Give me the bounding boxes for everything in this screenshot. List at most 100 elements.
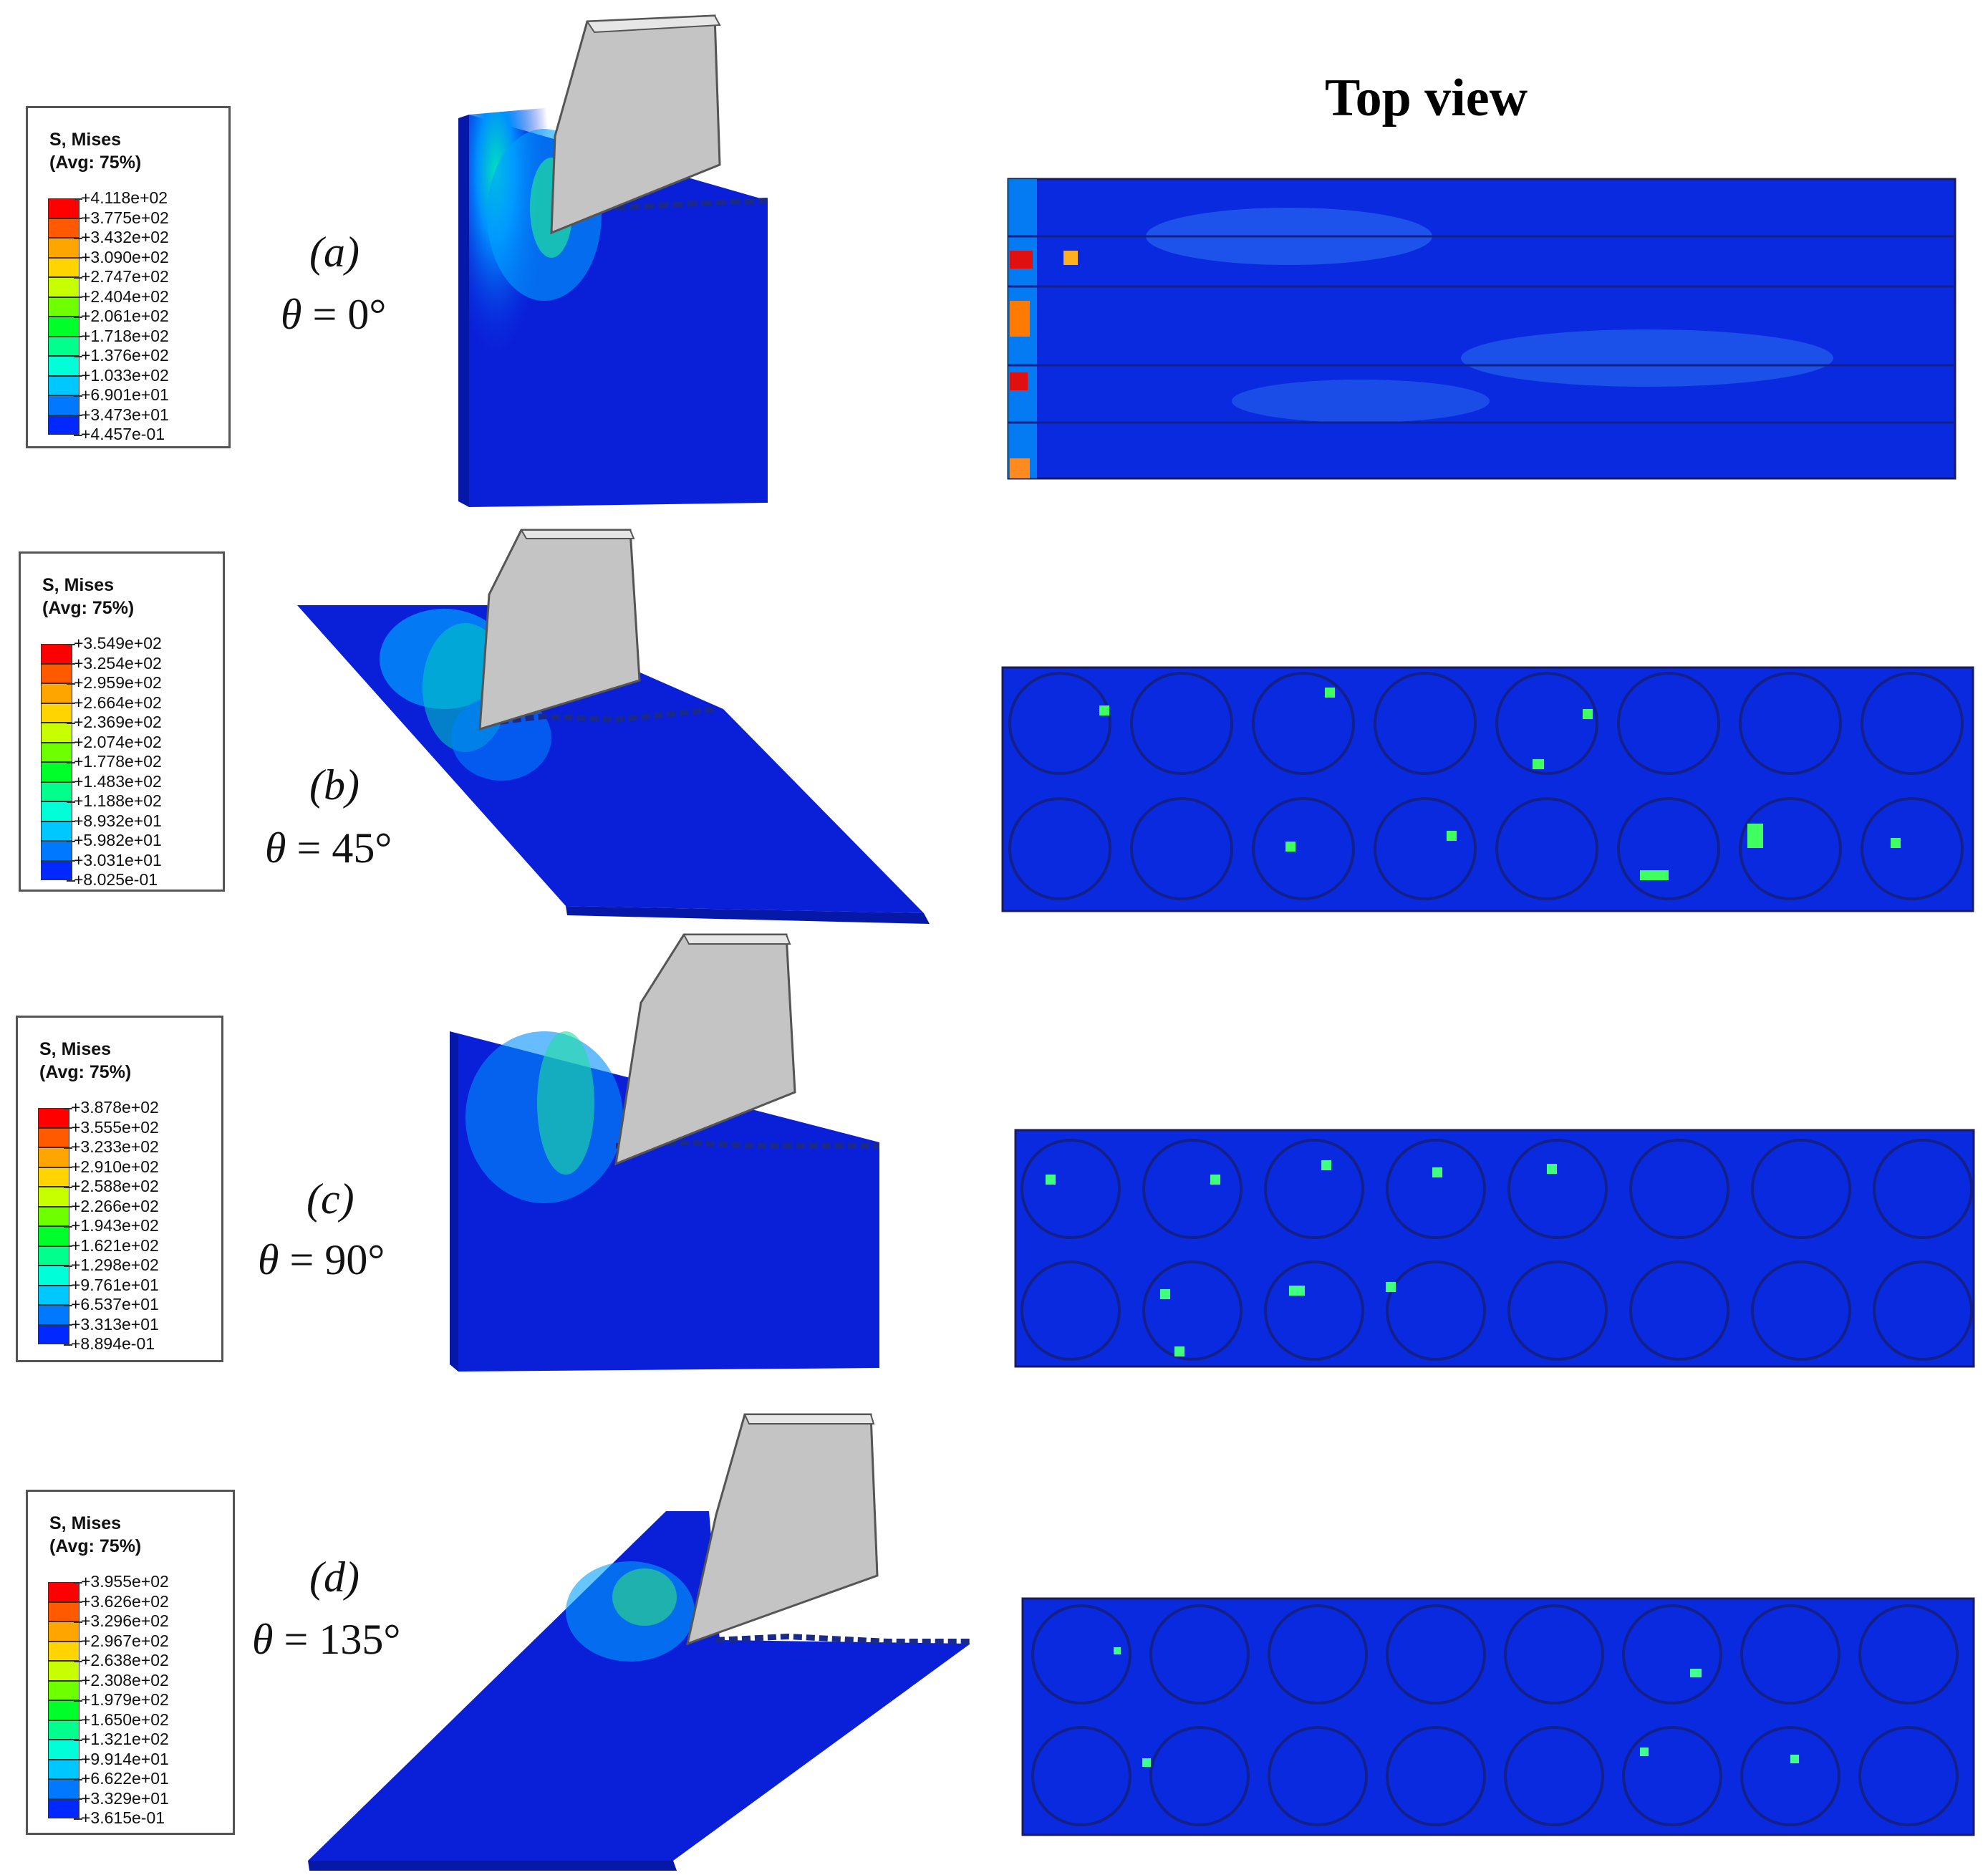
legend-tick-label: +2.967e+02 bbox=[74, 1631, 169, 1650]
angle-label-c: θ = 90° bbox=[258, 1235, 385, 1285]
legend-swatch bbox=[41, 742, 72, 762]
legend-tick-label: +6.901e+01 bbox=[74, 385, 169, 404]
legend-tick-label: +1.621e+02 bbox=[64, 1235, 159, 1255]
legend-tick-label: +1.778e+02 bbox=[67, 752, 162, 771]
legend-swatch bbox=[41, 762, 72, 782]
legend-tick-label: +2.308e+02 bbox=[74, 1670, 169, 1690]
legend-swatch bbox=[48, 1700, 79, 1720]
workpiece-c bbox=[450, 1031, 879, 1372]
legend-tick-label: +3.549e+02 bbox=[67, 634, 162, 652]
legend-tick-label: +3.555e+02 bbox=[64, 1117, 159, 1137]
legend-swatch bbox=[48, 317, 79, 337]
case-label-a: (a) bbox=[309, 228, 360, 276]
legend-tick-label: +4.457e-01 bbox=[73, 425, 165, 443]
theta-symbol: θ bbox=[265, 824, 286, 872]
legend-tick-label: +6.622e+01 bbox=[74, 1769, 169, 1788]
legend-swatch bbox=[41, 781, 72, 801]
legend-tick-label: +3.878e+02 bbox=[64, 1098, 159, 1117]
legend-tick-label: +1.376e+02 bbox=[74, 346, 169, 365]
cutting-tool-d bbox=[685, 1413, 879, 1646]
legend-tick-label: +1.718e+02 bbox=[74, 326, 169, 345]
legend-tick-label: +3.473e+01 bbox=[74, 405, 169, 424]
top-view-title: Top view bbox=[1325, 69, 1528, 127]
case-label-d: (d) bbox=[309, 1553, 360, 1601]
legend-tick-label: +3.090e+02 bbox=[74, 247, 169, 266]
angle-value: = 0° bbox=[301, 291, 387, 338]
legend-tick-label: +3.031e+01 bbox=[67, 850, 162, 869]
legend-avg: (Avg: 75%) bbox=[49, 1536, 142, 1556]
legend-tick-label: +9.914e+01 bbox=[74, 1749, 169, 1768]
legend-swatch bbox=[38, 1226, 69, 1246]
legend-avg: (Avg: 75%) bbox=[49, 153, 142, 173]
legend-swatch bbox=[38, 1147, 69, 1167]
legend-tick-label: +2.910e+02 bbox=[64, 1157, 159, 1176]
legend-tick-label: +2.266e+02 bbox=[64, 1196, 159, 1215]
legend-tick-label: +1.321e+02 bbox=[74, 1730, 169, 1748]
legend-swatch bbox=[48, 238, 79, 258]
angle-value: = 135° bbox=[273, 1616, 401, 1663]
legend-swatch bbox=[38, 1245, 69, 1266]
legend-tick-label: +1.650e+02 bbox=[74, 1710, 169, 1729]
angle-label-d: θ = 135° bbox=[252, 1615, 400, 1664]
legend-tick-label: +9.761e+01 bbox=[64, 1275, 159, 1294]
legend-swatch bbox=[48, 1621, 79, 1642]
legend-tick-label: +1.033e+02 bbox=[74, 365, 169, 385]
legend-title: S, Mises bbox=[42, 575, 115, 595]
legend-tick-label: +8.932e+01 bbox=[67, 811, 162, 830]
legend-tick-label: +1.298e+02 bbox=[64, 1255, 159, 1274]
legend-swatch bbox=[38, 1206, 69, 1226]
legend-tick-label: +3.626e+02 bbox=[74, 1591, 169, 1611]
legend-avg: (Avg: 75%) bbox=[39, 1062, 132, 1082]
top-view-c bbox=[1014, 1129, 1975, 1368]
legend-swatch bbox=[38, 1285, 69, 1305]
angle-label-a: θ = 0° bbox=[281, 290, 386, 339]
angle-value: = 45° bbox=[286, 824, 392, 872]
legend-tick-label: +1.188e+02 bbox=[67, 791, 162, 810]
legend-tick-label: +1.979e+02 bbox=[74, 1690, 169, 1709]
cutting-tool-a bbox=[550, 14, 721, 235]
legend-swatch bbox=[48, 1582, 79, 1602]
legend-ramp: +4.118e+02 +3.775e+02 +3.432e+02 +3.090e+02… bbox=[28, 108, 228, 446]
legend-tick-label: +3.313e+01 bbox=[64, 1314, 159, 1334]
legend-swatch bbox=[38, 1108, 69, 1128]
theta-symbol: θ bbox=[258, 1236, 279, 1283]
legend-tick-label: +4.118e+02 bbox=[73, 188, 168, 207]
legend-swatch bbox=[48, 1798, 79, 1818]
legend-tick-label: +2.664e+02 bbox=[67, 693, 162, 712]
legend-ramp: +3.549e+02 +3.254e+02 +2.959e+02 +2.664e+02… bbox=[21, 554, 223, 890]
angle-value: = 90° bbox=[279, 1236, 385, 1283]
legend-swatch bbox=[48, 1680, 79, 1700]
legend-a: S, Mises (Avg: 75%) +4.118e+02 +3.775e+02… bbox=[26, 106, 231, 448]
cutting-tool-b bbox=[478, 529, 641, 731]
legend-tick-label: +5.982e+01 bbox=[67, 831, 162, 849]
legend-tick-label: +3.432e+02 bbox=[74, 228, 169, 246]
legend-ramp: +3.878e+02 +3.555e+02 +3.233e+02 +2.910e+02… bbox=[18, 1018, 221, 1360]
legend-swatch bbox=[48, 375, 79, 395]
legend-swatch bbox=[48, 336, 79, 356]
legend-tick-label: +8.025e-01 bbox=[66, 870, 158, 889]
workpiece-d bbox=[308, 1511, 970, 1871]
top-view-d bbox=[1021, 1597, 1975, 1836]
legend-tick-label: +2.588e+02 bbox=[64, 1177, 159, 1195]
legend-title: S, Mises bbox=[39, 1039, 112, 1059]
legend-tick-label: +2.638e+02 bbox=[74, 1651, 169, 1669]
legend-swatch bbox=[41, 841, 72, 861]
cutting-tool-c bbox=[614, 933, 796, 1166]
legend-swatch bbox=[48, 218, 79, 238]
legend-tick-label: +3.775e+02 bbox=[74, 208, 169, 227]
legend-swatch bbox=[48, 1779, 79, 1799]
legend-tick-label: +3.329e+01 bbox=[74, 1788, 169, 1808]
legend-swatch bbox=[48, 395, 79, 415]
legend-swatch bbox=[38, 1167, 69, 1187]
legend-b: S, Mises (Avg: 75%) +3.549e+02 +3.254e+02… bbox=[19, 551, 225, 892]
legend-tick-label: +3.615e-01 bbox=[73, 1808, 165, 1827]
legend-title: S, Mises bbox=[49, 130, 122, 150]
legend-tick-label: +6.537e+01 bbox=[64, 1295, 159, 1314]
legend-swatch bbox=[48, 1740, 79, 1760]
legend-tick-label: +3.233e+02 bbox=[64, 1137, 159, 1156]
legend-tick-label: +2.959e+02 bbox=[67, 673, 162, 692]
legend-swatch bbox=[41, 860, 72, 880]
legend-avg: (Avg: 75%) bbox=[42, 598, 135, 618]
top-view-a bbox=[1007, 178, 1956, 480]
legend-swatch bbox=[38, 1127, 69, 1147]
